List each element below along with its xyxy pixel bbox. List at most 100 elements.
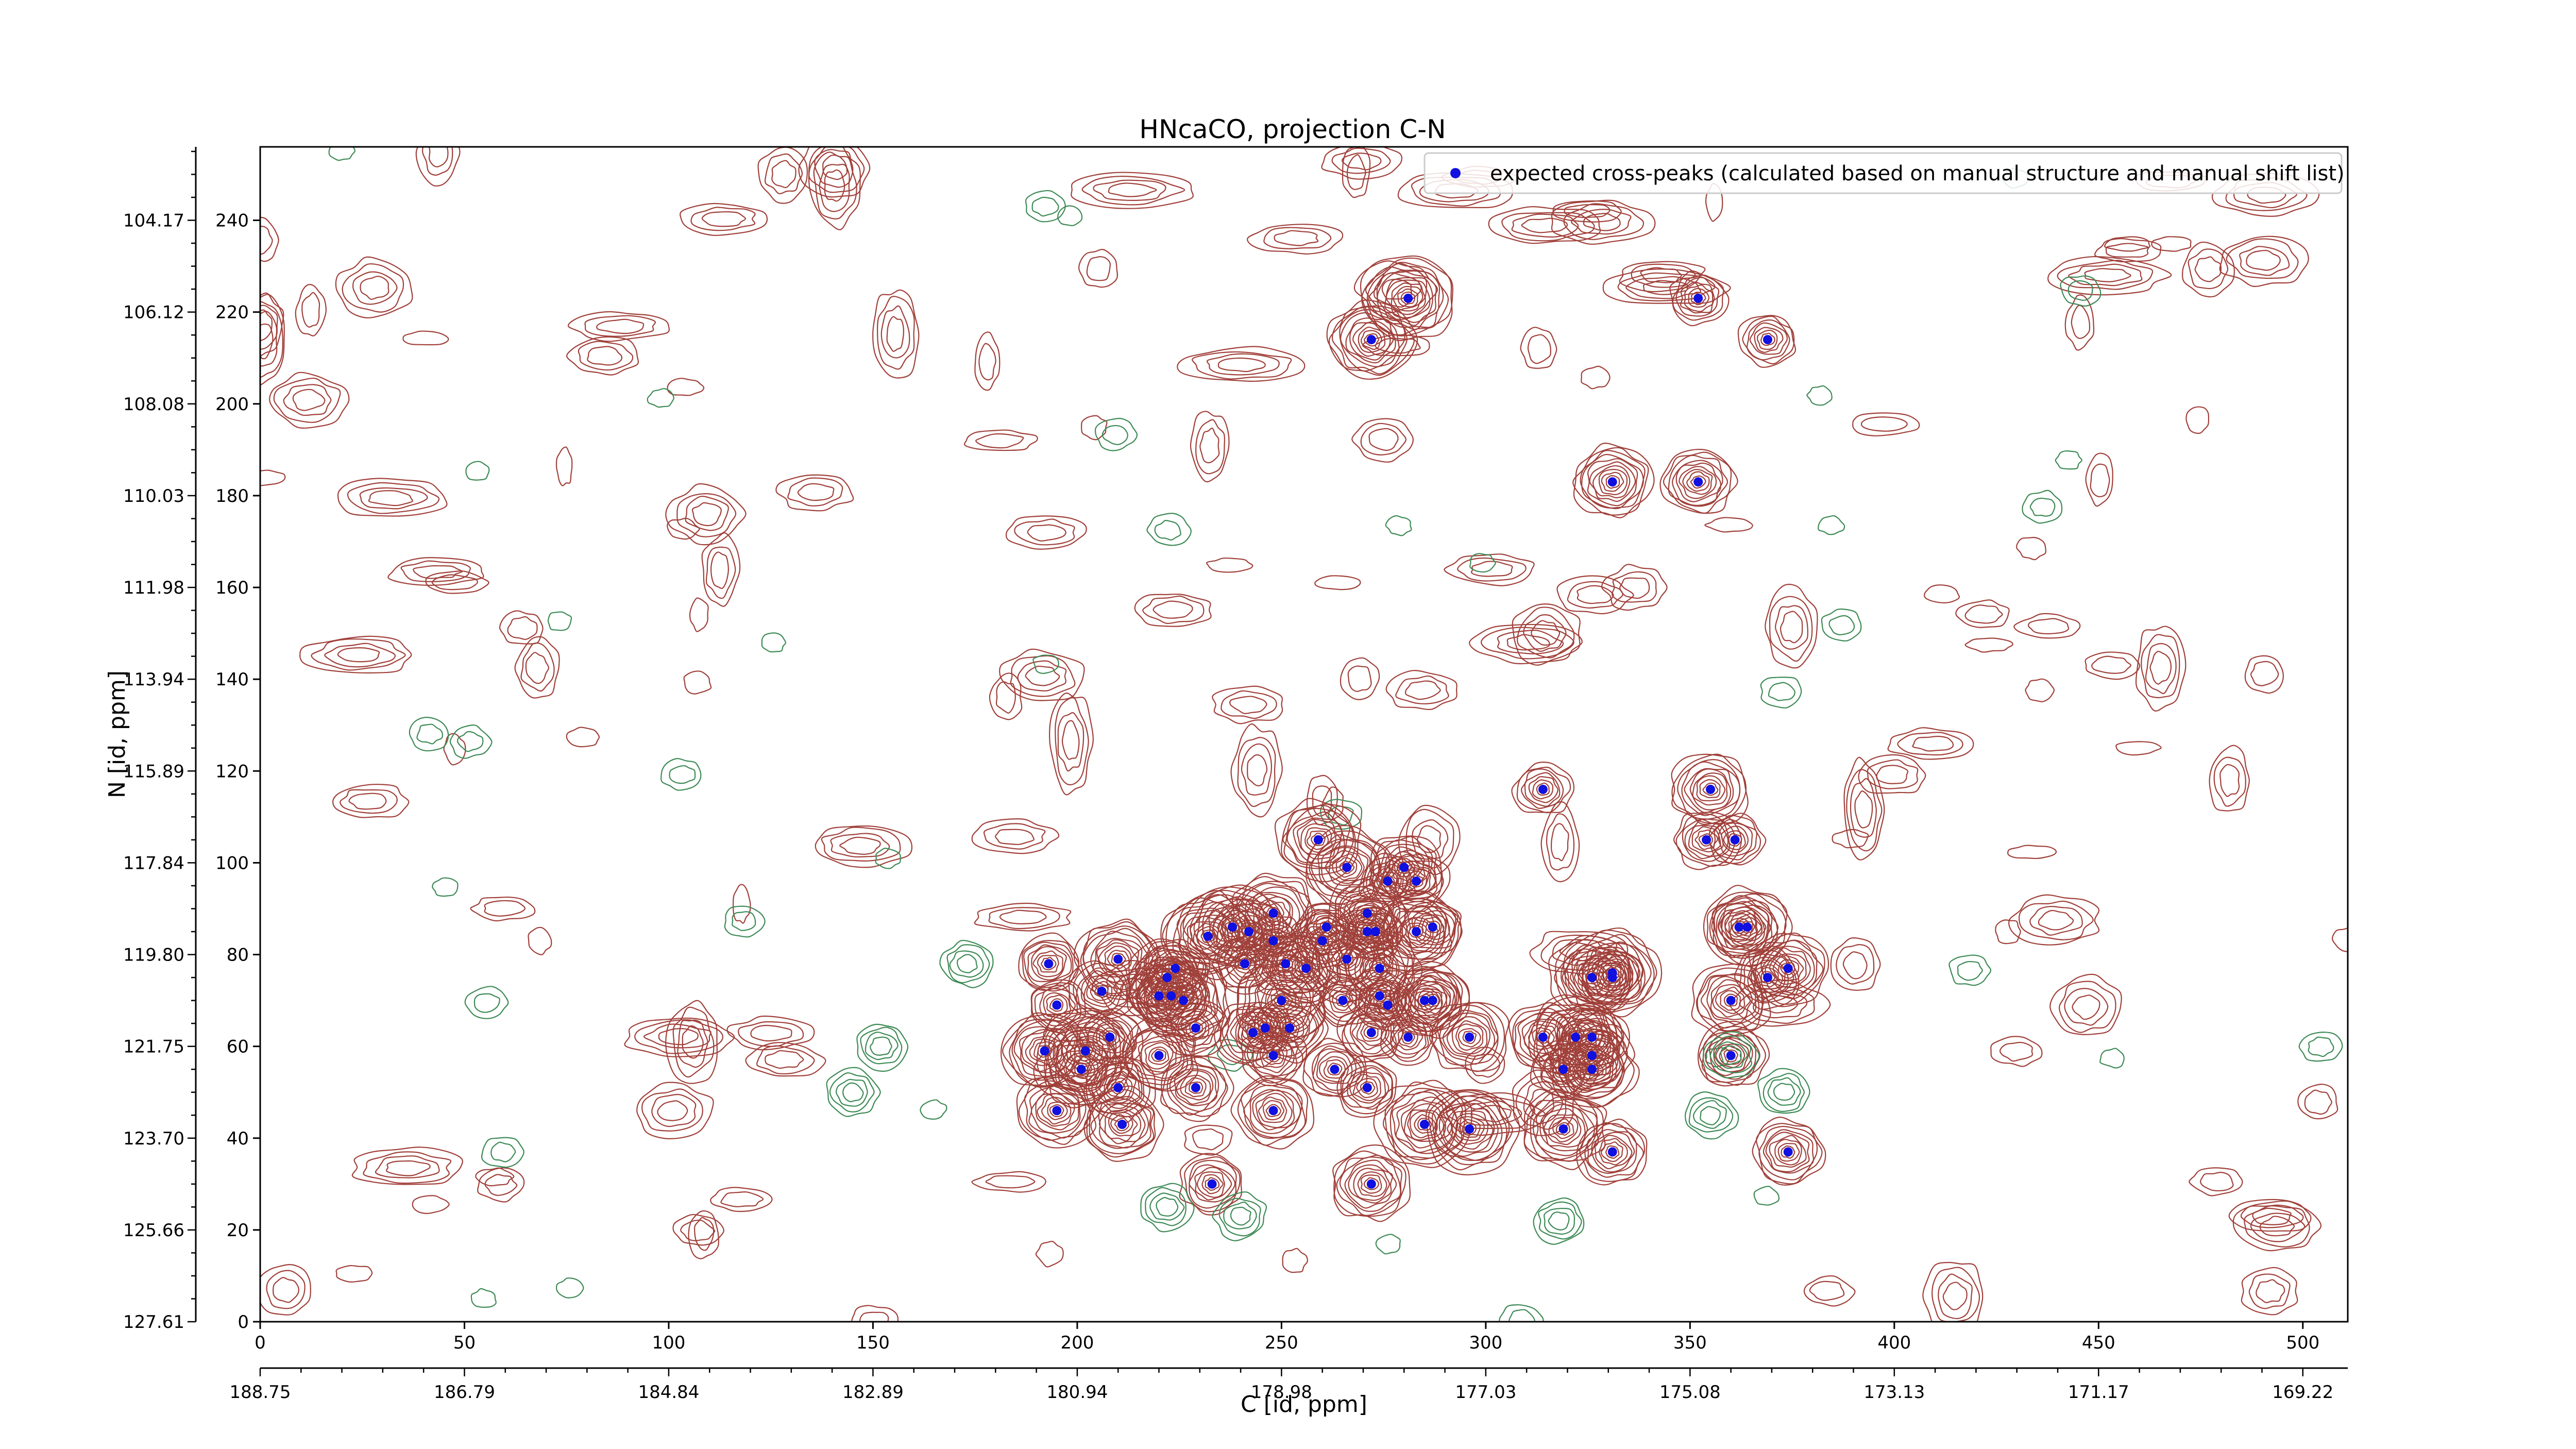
- contour-line-positive: [1397, 1026, 1418, 1048]
- contour-line-positive: [1425, 1089, 1520, 1175]
- contour-line-positive: [693, 1217, 715, 1251]
- contour-line-negative: [449, 724, 493, 759]
- cross-peak-marker: [1706, 784, 1715, 794]
- contour-line-positive: [2049, 973, 2122, 1035]
- y-axis-label: N [id, ppm]: [104, 670, 130, 798]
- contour-line-positive: [2028, 618, 2070, 634]
- contour-line-positive: [1887, 727, 1974, 760]
- cross-peak-marker: [1076, 1065, 1086, 1074]
- contour-line-positive: [1300, 823, 1336, 856]
- contour-line-positive: [1734, 946, 1800, 1010]
- x-tick-label: 250: [1265, 1333, 1298, 1353]
- contour-line-positive: [651, 1093, 697, 1127]
- contour-line-positive: [1063, 1052, 1099, 1087]
- cross-peak-marker: [1080, 1046, 1090, 1056]
- contour-line-negative: [1692, 1100, 1727, 1129]
- cross-peak-marker: [1607, 477, 1617, 487]
- contour-line-positive: [1753, 964, 1783, 990]
- contour-line-positive: [1040, 956, 1057, 970]
- contour-line-positive: [1049, 998, 1064, 1012]
- contour-line-positive: [1169, 1064, 1219, 1112]
- cross-peak-marker: [1277, 996, 1286, 1005]
- contour-line-positive: [1577, 1043, 1607, 1070]
- contour-line-positive: [1340, 657, 1380, 700]
- contour-line-positive: [1035, 1093, 1079, 1131]
- contour-line-positive: [1669, 270, 1730, 327]
- contour-line-positive: [1312, 973, 1372, 1027]
- contour-line-positive: [1682, 468, 1713, 495]
- y-tick-label: 140: [215, 669, 249, 690]
- contour-line-positive: [413, 565, 463, 579]
- contour-line-positive: [1395, 966, 1470, 1032]
- contour-line-negative: [1685, 1091, 1739, 1140]
- contour-line-positive: [1737, 315, 1797, 368]
- contour-line-positive: [1127, 1029, 1188, 1082]
- contour-line-positive: [1803, 1275, 1856, 1307]
- contour-line-positive: [484, 900, 526, 917]
- contour-line-positive: [412, 1195, 450, 1215]
- contour-line-positive: [301, 292, 320, 328]
- chart-title: HNcaCO, projection C-N: [1139, 114, 1446, 144]
- contour-line-negative: [669, 765, 696, 784]
- contour-line-positive: [566, 336, 639, 376]
- contour-line-positive: [658, 1028, 699, 1046]
- contour-line-positive: [1148, 1047, 1170, 1065]
- contour-line-positive: [1421, 916, 1445, 938]
- contour-line-positive: [1598, 1138, 1628, 1166]
- contour-line-positive: [750, 1024, 792, 1042]
- cross-peak-marker: [1362, 908, 1372, 918]
- contour-line-positive: [1018, 1074, 1091, 1145]
- y-ppm-tick-label: 127.61: [123, 1312, 184, 1333]
- contour-line-positive: [2246, 249, 2281, 271]
- contour-line-positive: [1675, 462, 1721, 502]
- contour-line-positive: [1581, 453, 1644, 510]
- contour-line-positive: [1336, 1055, 1397, 1118]
- contour-line-positive: [1230, 1075, 1315, 1150]
- contour-line-positive: [1732, 913, 1763, 941]
- contour-line-positive: [1442, 1013, 1495, 1060]
- contour-line-positive: [2115, 741, 2162, 756]
- contour-line-positive: [813, 151, 857, 220]
- contour-line-positive: [1227, 911, 1272, 951]
- contour-line-negative: [724, 905, 766, 938]
- contour-line-positive: [1271, 1013, 1309, 1043]
- contour-line-positive: [1311, 1045, 1362, 1094]
- contour-line-positive: [2084, 651, 2141, 680]
- contour-line-positive: [1252, 1035, 1295, 1077]
- contour-line-positive: [1554, 944, 1629, 1012]
- contour-line-positive: [1076, 1008, 1144, 1066]
- contour-line-negative: [865, 1031, 899, 1060]
- contour-line-positive: [994, 829, 1035, 845]
- cross-peak-marker: [1783, 1147, 1793, 1157]
- cross-peak-marker: [1162, 973, 1172, 982]
- x-ppm-tick-label: 173.13: [1863, 1382, 1925, 1403]
- cross-peak-marker: [1248, 1027, 1258, 1037]
- x-ppm-tick-label: 177.03: [1455, 1382, 1516, 1403]
- contour-line-positive: [1721, 825, 1749, 853]
- contour-line-negative: [946, 944, 990, 984]
- contour-line-positive: [1451, 1020, 1488, 1055]
- contour-line-positive: [1757, 329, 1778, 350]
- contour-line-positive: [1411, 906, 1455, 946]
- contour-line-positive: [2091, 655, 2131, 674]
- contour-line-negative: [1753, 1186, 1780, 1206]
- contour-line-positive: [1351, 1016, 1390, 1051]
- contour-line-positive: [1720, 990, 1741, 1011]
- contour-line-positive: [1912, 735, 1954, 752]
- x-axis-label: C [id, ppm]: [1241, 1391, 1367, 1418]
- contour-line-positive: [269, 372, 350, 429]
- contour-line-positive: [2090, 463, 2110, 497]
- contour-line-negative: [481, 1137, 524, 1168]
- contour-line-positive: [1141, 1040, 1177, 1073]
- contour-line-positive: [2181, 241, 2235, 298]
- contour-line-positive: [624, 1017, 735, 1057]
- x-axis-ppm: 188.75 186.79 184.84 182.89 180.94 178.98 177.…: [230, 1367, 2348, 1403]
- contour-line-positive: [1671, 460, 1723, 507]
- cross-peak-marker: [1571, 1032, 1581, 1042]
- contour-line-positive: [1663, 451, 1732, 514]
- x-tick-label: 100: [652, 1333, 686, 1353]
- x-tick-label: 400: [1877, 1333, 1911, 1353]
- cross-peak-marker: [1383, 1000, 1393, 1010]
- contour-line-positive: [1931, 1267, 1980, 1322]
- contour-line-positive: [1385, 670, 1458, 711]
